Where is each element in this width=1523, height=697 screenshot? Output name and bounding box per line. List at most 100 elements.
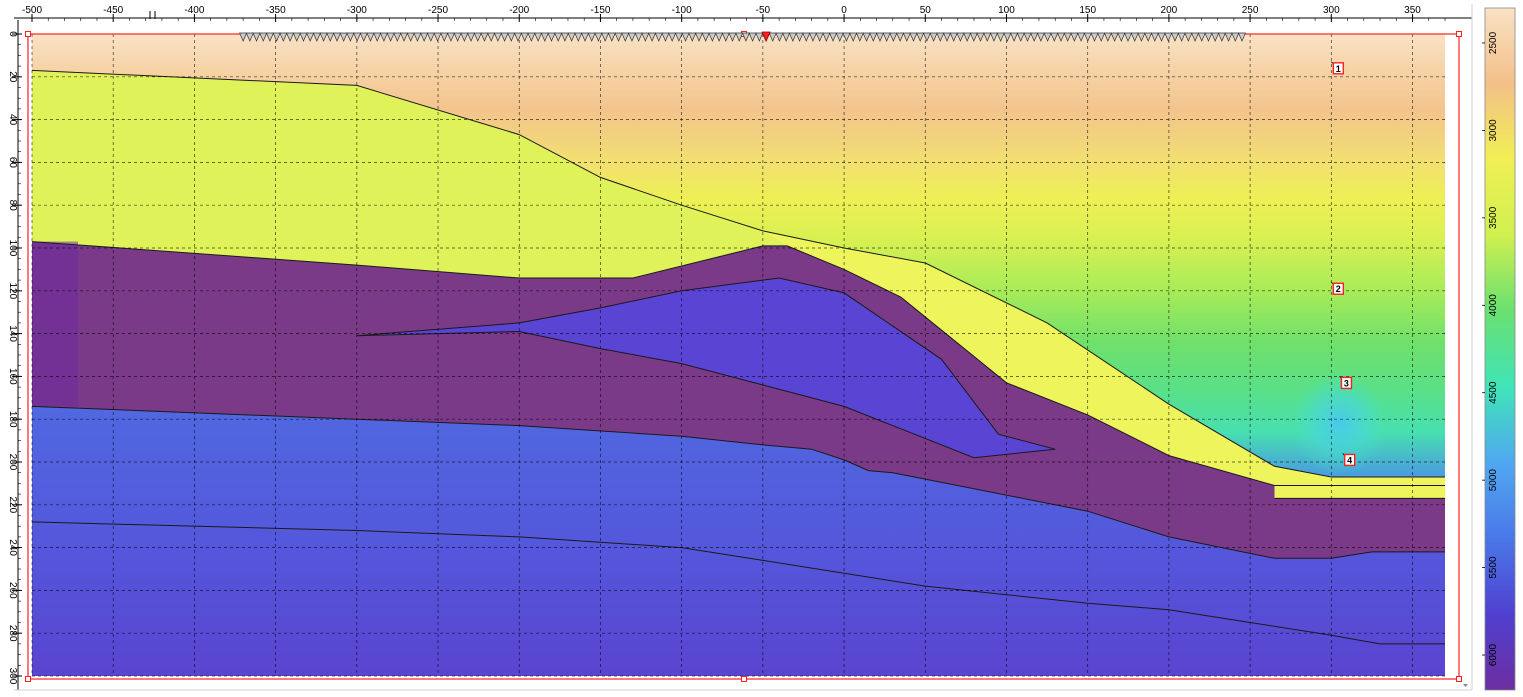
receiver-marker[interactable] [909,32,918,42]
receiver-marker[interactable] [963,32,972,42]
receiver-marker[interactable] [319,32,328,42]
frame-handle[interactable] [1456,676,1462,682]
receiver-marker[interactable] [306,32,315,42]
receiver-marker[interactable] [453,32,462,42]
marker-box[interactable] [1332,282,1345,295]
receiver-marker[interactable] [1083,32,1092,42]
receiver-marker[interactable] [715,32,724,42]
receiver-marker[interactable] [668,32,677,42]
receiver-marker[interactable] [1056,32,1066,42]
receiver-marker[interactable] [272,32,281,42]
receiver-marker[interactable] [949,32,958,42]
receiver-marker[interactable] [259,32,268,42]
receiver-marker[interactable] [1197,32,1206,42]
receiver-marker[interactable] [1117,32,1126,42]
receiver-marker[interactable] [674,32,683,42]
receiver-marker[interactable] [869,32,878,42]
receiver-marker[interactable] [808,32,817,42]
receiver-marker[interactable] [748,32,757,42]
receiver-marker[interactable] [1170,32,1179,42]
marker-box[interactable] [1340,376,1353,390]
receiver-marker[interactable] [373,32,382,42]
receiver-marker[interactable] [775,32,784,42]
receiver-marker[interactable] [788,32,797,42]
receiver-marker[interactable] [1150,32,1159,42]
receiver-marker[interactable] [835,32,844,42]
receiver-marker[interactable] [641,32,650,42]
receiver-marker[interactable] [359,32,368,42]
receiver-marker[interactable] [969,32,978,42]
receiver-marker[interactable] [574,32,583,42]
receiver-marker[interactable] [493,32,502,42]
receiver-marker[interactable] [795,32,804,42]
receiver-marker[interactable] [567,32,576,42]
receiver-marker[interactable] [446,32,455,42]
receiver-marker[interactable] [420,32,429,42]
receiver-marker[interactable] [1097,32,1106,42]
receiver-marker[interactable] [1003,32,1012,42]
receiver-marker[interactable] [480,32,489,42]
receiver-marker[interactable] [413,32,422,42]
point-marker-1[interactable]: 1 [1331,61,1345,75]
receiver-marker[interactable] [627,32,636,42]
receiver-marker[interactable] [802,32,811,42]
receiver-marker[interactable] [701,32,710,42]
receiver-marker[interactable] [1090,32,1099,42]
receiver-marker[interactable] [916,32,925,42]
receiver-marker[interactable] [1077,32,1086,42]
marker-box[interactable] [1343,453,1356,467]
model-plot-area[interactable]: -500 -450 -400 -350 -300 -250 -200 -150 -100 -50 0… [0,0,1476,697]
receiver-marker[interactable] [855,32,864,42]
receiver-marker[interactable] [1016,32,1025,42]
frame-handle[interactable] [25,676,31,682]
receiver-marker[interactable] [433,32,442,42]
receiver-marker[interactable] [513,32,523,42]
receiver-marker[interactable] [942,32,952,42]
point-marker-2[interactable]: 2 [1331,281,1345,295]
point-marker-4[interactable]: 4 [1342,453,1356,467]
receiver-marker[interactable] [265,32,274,42]
receiver-marker[interactable] [467,32,476,42]
receiver-marker[interactable] [580,32,590,42]
receiver-marker[interactable] [1130,32,1139,42]
receiver-marker[interactable] [862,32,871,42]
marker-box[interactable] [1332,62,1345,75]
receiver-marker[interactable] [614,32,623,42]
receiver-marker[interactable] [755,32,764,42]
receiver-marker[interactable] [688,32,697,42]
receiver-marker[interactable] [594,32,603,42]
receiver-marker[interactable] [1217,32,1226,42]
receiver-marker[interactable] [1177,32,1186,42]
receiver-marker[interactable] [634,32,643,42]
source-marker[interactable] [761,31,771,42]
receiver-marker[interactable] [989,32,998,42]
receiver-marker[interactable] [500,32,509,42]
receiver-marker[interactable] [929,32,938,42]
receiver-marker[interactable] [547,32,556,42]
receiver-marker[interactable] [1036,32,1045,42]
receiver-marker[interactable] [487,32,496,42]
receiver-marker[interactable] [1123,32,1133,42]
receiver-marker[interactable] [1050,32,1059,42]
receiver-marker[interactable] [1144,32,1153,42]
receiver-marker[interactable] [560,32,569,42]
receiver-marker[interactable] [607,32,616,42]
receiver-marker[interactable] [587,32,596,42]
receiver-marker[interactable] [1184,32,1193,42]
receiver-marker[interactable] [983,32,992,42]
receiver-marker[interactable] [1191,32,1200,42]
receiver-marker[interactable] [1023,32,1032,42]
receiver-marker[interactable] [299,32,308,42]
frame-handle[interactable] [741,676,747,682]
receiver-marker[interactable] [534,32,543,42]
receiver-marker[interactable] [1063,32,1072,42]
frame-handle[interactable] [1456,31,1462,37]
receiver-marker[interactable] [1110,32,1119,42]
receiver-marker[interactable] [601,32,610,42]
receiver-marker[interactable] [292,32,301,42]
receiver-marker[interactable] [842,32,851,42]
receiver-marker[interactable] [1070,32,1079,42]
receiver-marker[interactable] [460,32,469,42]
receiver-marker[interactable] [956,32,965,42]
receiver-marker[interactable] [1231,32,1240,42]
